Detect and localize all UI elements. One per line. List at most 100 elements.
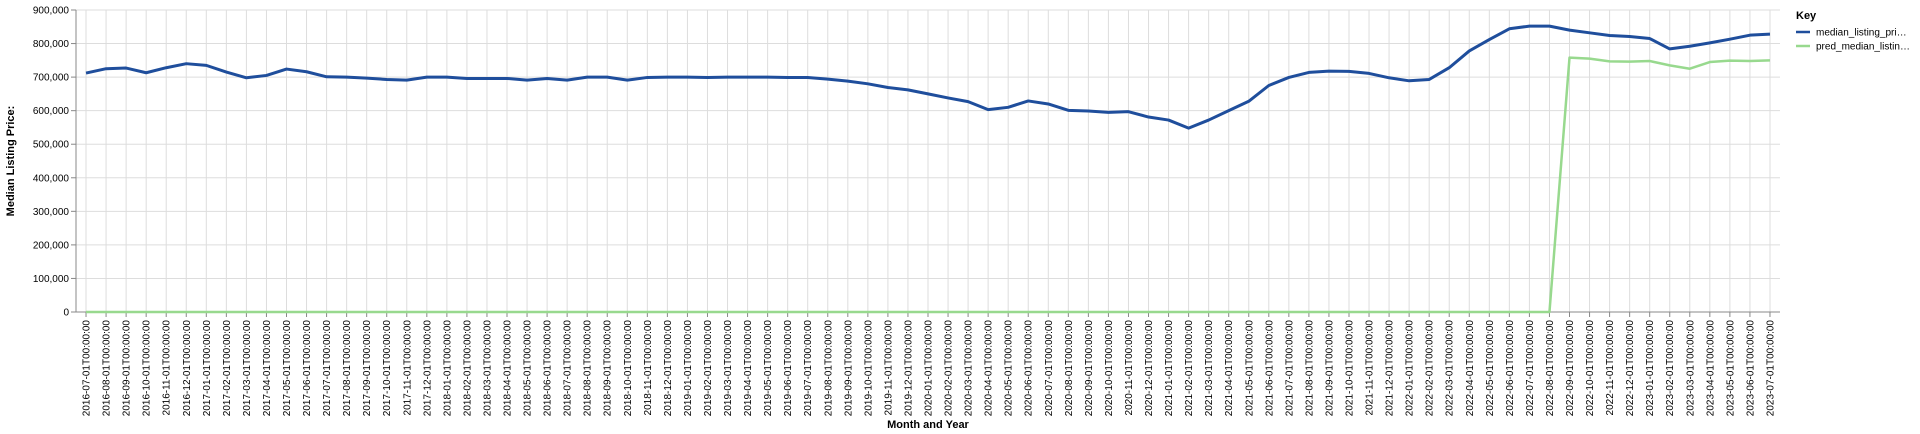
x-tick-label: 2020-03-01T00:00:00 — [964, 320, 975, 417]
series-0-point — [306, 71, 308, 73]
x-tick-label: 2017-01-01T00:00:00 — [202, 320, 213, 417]
x-tick-label: 2017-02-01T00:00:00 — [222, 320, 233, 417]
series-0-point — [165, 67, 167, 69]
x-tick-label: 2023-01-01T00:00:00 — [1645, 320, 1656, 417]
series-0-point — [206, 65, 208, 67]
series-0-point — [807, 77, 809, 79]
series-1-point — [1689, 68, 1691, 70]
x-tick-label: 2021-10-01T00:00:00 — [1344, 320, 1355, 417]
series-1-point — [145, 311, 147, 313]
series-0-point — [386, 79, 388, 81]
series-0-point — [526, 79, 528, 81]
x-tick-label: 2023-03-01T00:00:00 — [1685, 320, 1696, 417]
series-1-point — [947, 311, 949, 313]
series-0-point — [1408, 80, 1410, 82]
series-1-point — [1448, 311, 1450, 313]
series-1-point — [1007, 311, 1009, 313]
series-1-point — [767, 311, 769, 313]
series-0-point — [266, 75, 268, 77]
series-1-point — [987, 311, 989, 313]
series-1-point — [1569, 57, 1571, 59]
series-0-point — [426, 76, 428, 78]
series-0-point — [1549, 25, 1551, 27]
x-tick-label: 2022-11-01T00:00:00 — [1605, 320, 1616, 416]
series-0-point — [1448, 67, 1450, 69]
series-1-point — [526, 311, 528, 313]
x-tick-label: 2020-07-01T00:00:00 — [1044, 320, 1055, 417]
x-tick-label: 2022-01-01T00:00:00 — [1405, 320, 1416, 417]
x-tick-label: 2019-09-01T00:00:00 — [843, 320, 854, 417]
series-1-point — [1188, 311, 1190, 313]
series-1-point — [667, 311, 669, 313]
series-1-point — [1308, 311, 1310, 313]
series-0-point — [1689, 45, 1691, 47]
series-1-point — [346, 311, 348, 313]
x-tick-label: 2018-08-01T00:00:00 — [583, 320, 594, 417]
x-tick-label: 2018-12-01T00:00:00 — [663, 320, 674, 417]
series-1-point — [226, 311, 228, 313]
x-tick-label: 2016-12-01T00:00:00 — [182, 320, 193, 417]
series-1-point — [1629, 61, 1631, 63]
series-0-point — [1589, 32, 1591, 34]
series-1-point — [85, 311, 87, 313]
series-0-point — [1348, 71, 1350, 73]
series-0-point — [446, 76, 448, 78]
x-tick-label: 2022-06-01T00:00:00 — [1505, 320, 1516, 417]
series-1-point — [1669, 65, 1671, 67]
series-0-point — [466, 78, 468, 80]
series-0-point — [486, 78, 488, 80]
series-0-point — [1007, 107, 1009, 109]
x-tick-label: 2021-02-01T00:00:00 — [1184, 320, 1195, 417]
x-tick-label: 2023-07-01T00:00:00 — [1765, 320, 1776, 417]
series-0-point — [787, 77, 789, 79]
series-0-point — [1108, 112, 1110, 114]
series-1-point — [1509, 311, 1511, 313]
x-tick-label: 2021-09-01T00:00:00 — [1324, 320, 1335, 417]
series-0-point — [707, 77, 709, 79]
series-0-point — [1308, 72, 1310, 74]
x-tick-label: 2017-09-01T00:00:00 — [362, 320, 373, 417]
series-1-point — [1368, 311, 1370, 313]
x-tick-label: 2017-03-01T00:00:00 — [242, 320, 253, 417]
series-1-point — [1288, 311, 1290, 313]
x-tick-label: 2022-02-01T00:00:00 — [1425, 320, 1436, 417]
series-0-point — [867, 83, 869, 85]
x-tick-label: 2019-01-01T00:00:00 — [683, 320, 694, 417]
x-tick-label: 2021-03-01T00:00:00 — [1204, 320, 1215, 417]
y-tick-label: 500,000 — [33, 140, 70, 151]
x-tick-label: 2022-10-01T00:00:00 — [1585, 320, 1596, 417]
x-tick-label: 2018-03-01T00:00:00 — [482, 320, 493, 417]
legend-label: pred_median_listin… — [1816, 42, 1910, 53]
series-0-point — [1609, 35, 1611, 37]
x-tick-label: 2021-05-01T00:00:00 — [1244, 320, 1255, 417]
series-0-point — [767, 76, 769, 78]
series-0-point — [1328, 70, 1330, 72]
series-0-point — [366, 77, 368, 79]
x-tick-label: 2021-11-01T00:00:00 — [1365, 320, 1376, 416]
x-tick-label: 2018-02-01T00:00:00 — [462, 320, 473, 417]
x-tick-label: 2016-11-01T00:00:00 — [162, 320, 173, 416]
series-1-point — [1108, 311, 1110, 313]
series-0-point — [1529, 25, 1531, 27]
x-tick-label: 2019-07-01T00:00:00 — [803, 320, 814, 417]
series-0-point — [1208, 119, 1210, 121]
x-tick-label: 2023-02-01T00:00:00 — [1665, 320, 1676, 417]
x-tick-label: 2020-06-01T00:00:00 — [1024, 320, 1035, 417]
series-1-point — [1769, 60, 1771, 62]
series-1-point — [1088, 311, 1090, 313]
series-1-point — [1128, 311, 1130, 313]
series-1-point — [1208, 311, 1210, 313]
legend-title: Key — [1796, 10, 1817, 22]
gridlines — [76, 9, 1780, 313]
y-tick-label: 200,000 — [33, 240, 70, 251]
x-tick-label: 2017-04-01T00:00:00 — [262, 320, 273, 417]
series-1-point — [867, 311, 869, 313]
series-0-point — [1388, 77, 1390, 79]
x-tick-label: 2022-08-01T00:00:00 — [1545, 320, 1556, 417]
x-tick-label: 2021-08-01T00:00:00 — [1304, 320, 1315, 417]
series-0-point — [145, 72, 147, 74]
series-1-point — [1047, 311, 1049, 313]
y-tick-label: 400,000 — [33, 173, 70, 184]
series-0-point — [1509, 28, 1511, 30]
